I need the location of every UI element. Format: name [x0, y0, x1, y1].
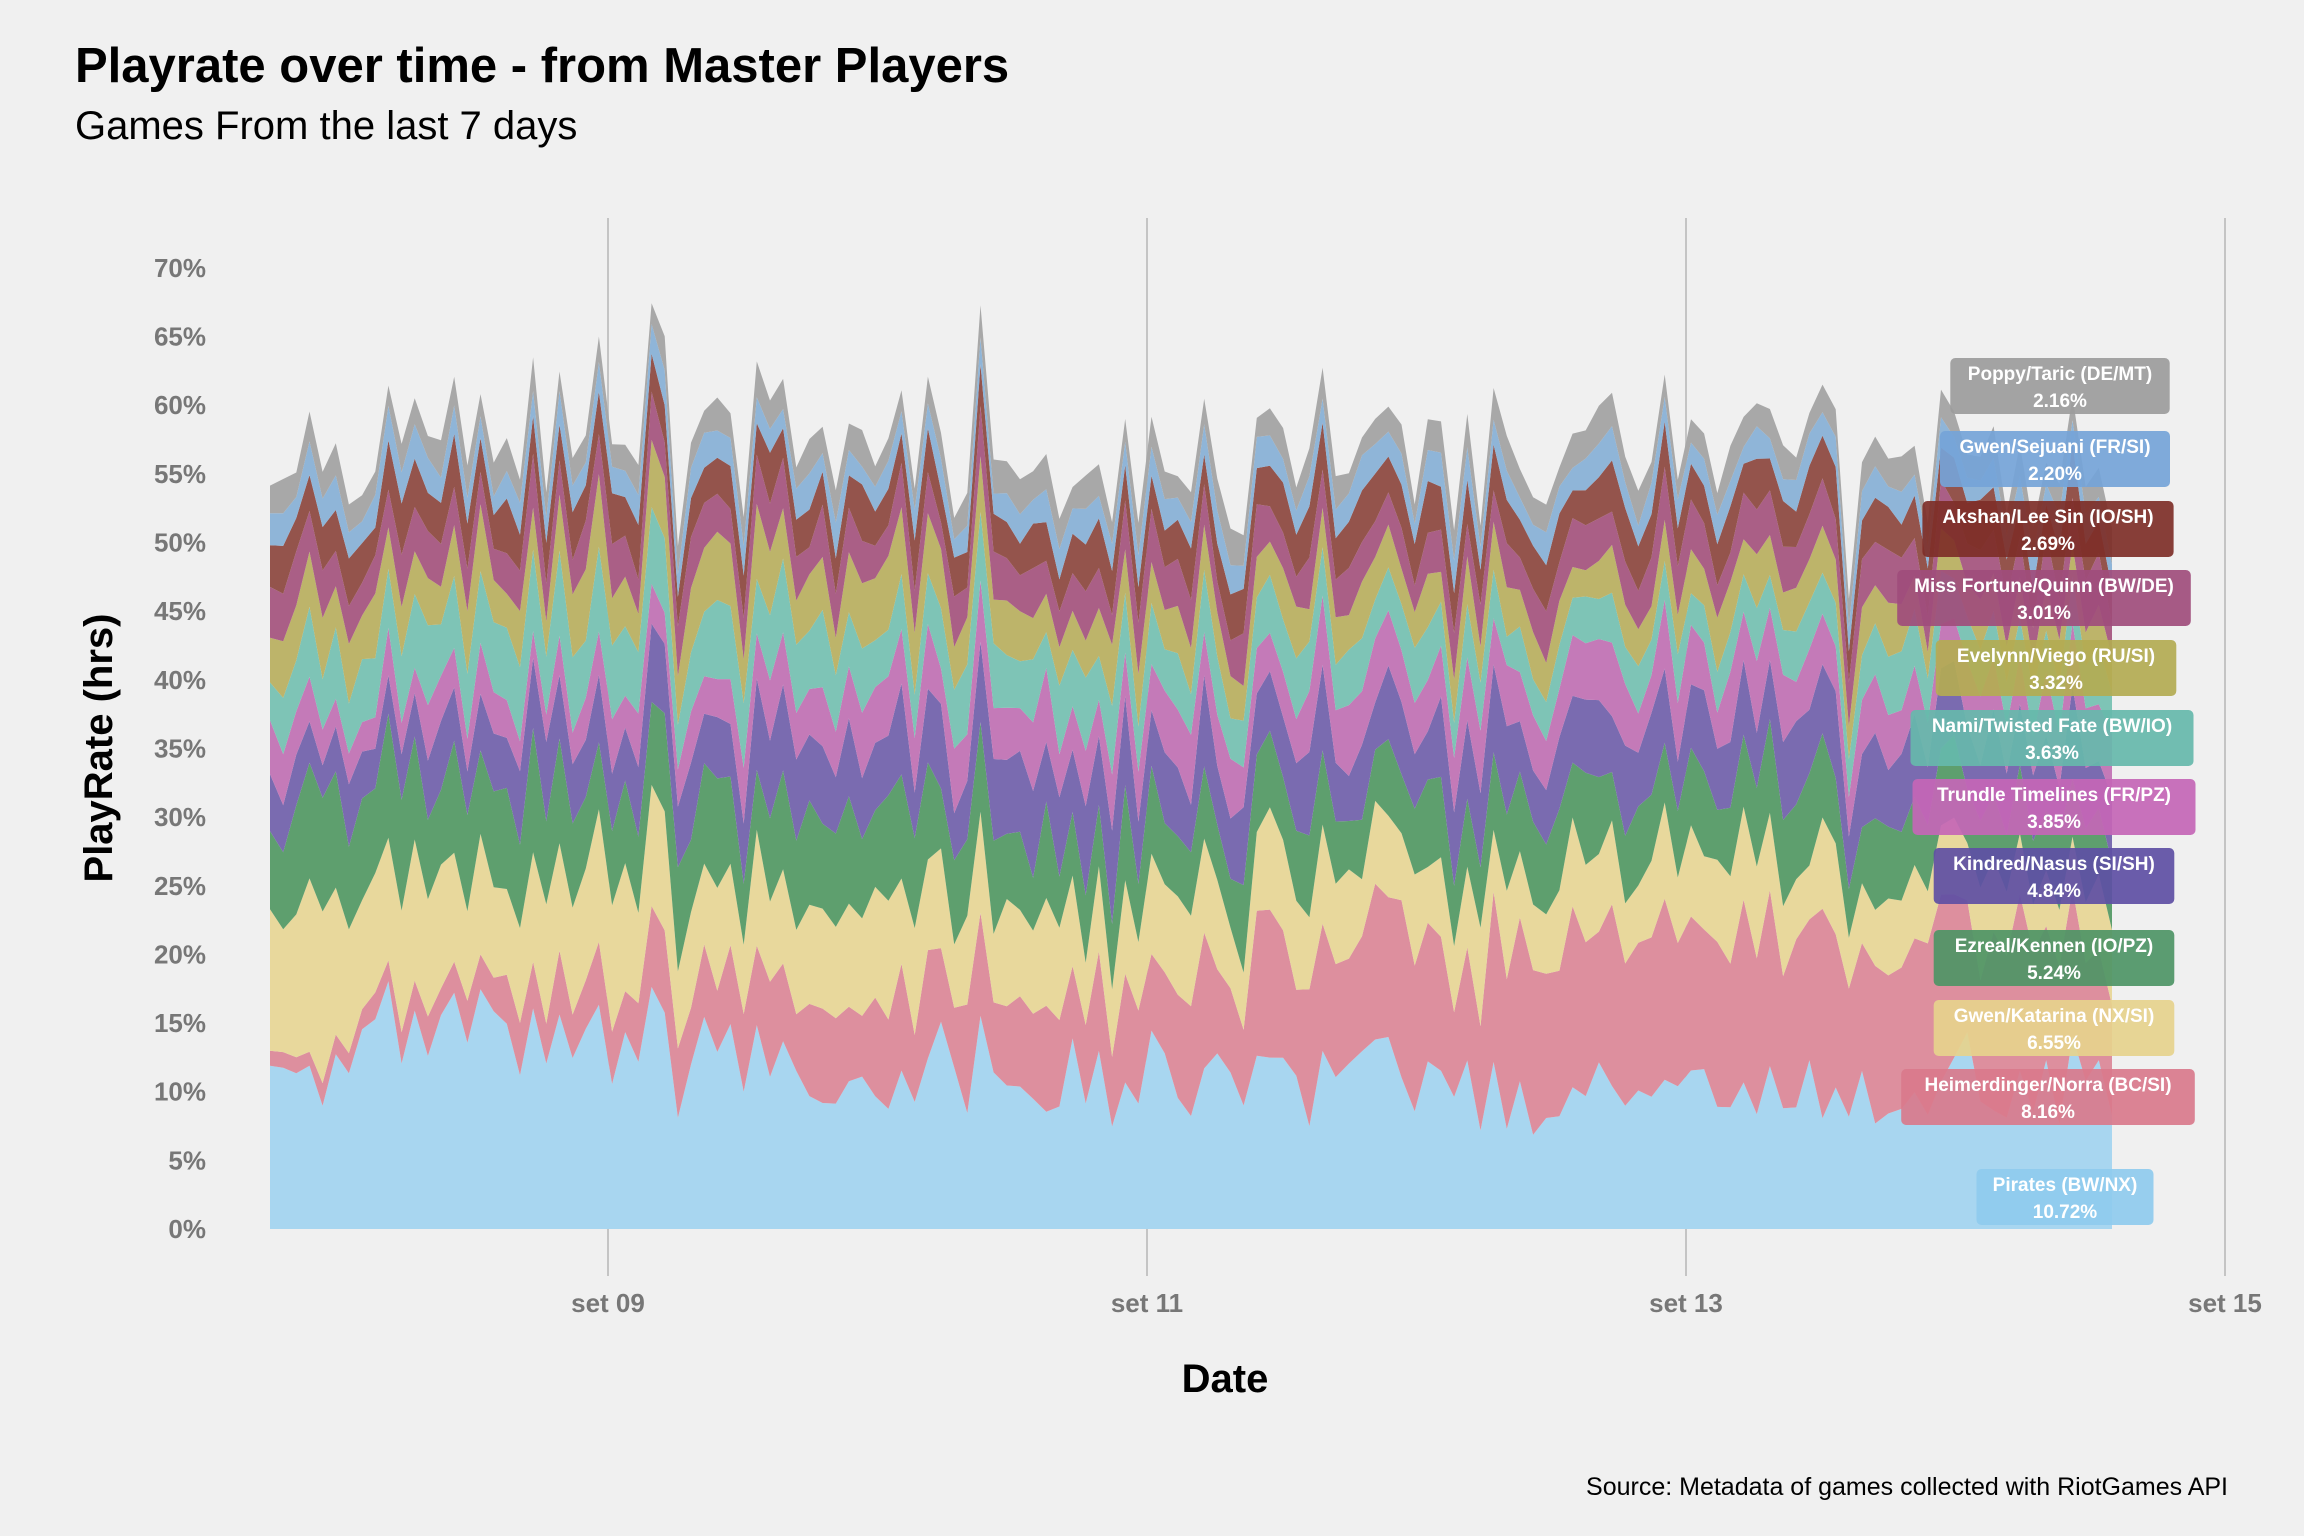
series-label-box: [1950, 358, 2170, 414]
chart-subtitle: Games From the last 7 days: [75, 104, 577, 148]
y-tick-label: 10%: [154, 1077, 206, 1107]
series-label-name: Miss Fortune/Quinn (BW/DE): [1914, 576, 2174, 597]
series-label-value: 10.72%: [2033, 1202, 2098, 1223]
series-label-box: [1935, 640, 2177, 696]
y-tick-label: 70%: [154, 253, 206, 283]
area-2: [270, 883, 2112, 1135]
series-label-value: 6.55%: [2027, 1033, 2081, 1054]
y-tick-label: 45%: [154, 596, 206, 626]
area-6: [270, 580, 2112, 837]
series-label: Pirates (BW/NX) 10.72%: [1976, 1169, 2154, 1225]
y-tick-label: 50%: [154, 528, 206, 558]
y-tick-label: 20%: [154, 939, 206, 969]
series-label-name: Akshan/Lee Sin (IO/SH): [1942, 507, 2153, 528]
series-label-box: [1922, 501, 2174, 557]
series-label-name: Gwen/Katarina (NX/SI): [1954, 1006, 2155, 1027]
y-tick-label: 0%: [168, 1214, 206, 1244]
y-tick-label: 30%: [154, 802, 206, 832]
series-label-value: 3.32%: [2029, 673, 2083, 694]
series-label: Akshan/Lee Sin (IO/SH) 2.69%: [1922, 501, 2174, 557]
y-tick-label: 15%: [154, 1008, 206, 1038]
series-label-name: Gwen/Sejuani (FR/SI): [1959, 437, 2150, 458]
series-label-value: 4.84%: [2027, 881, 2081, 902]
y-tick-label: 5%: [168, 1145, 206, 1175]
series-label-name: Kindred/Nasus (SI/SH): [1953, 854, 2155, 875]
area-5: [270, 623, 2112, 924]
series-label-name: Ezreal/Kennen (IO/PZ): [1955, 936, 2153, 957]
series-label-name: Evelynn/Viego (RU/SI): [1957, 646, 2155, 667]
series-label-value: 3.85%: [2027, 812, 2081, 833]
x-axis-label: Date: [1182, 1357, 1269, 1401]
y-axis-label: PlayRate (hrs): [77, 614, 121, 883]
y-tick-label: 55%: [154, 459, 206, 489]
series-label-value: 3.01%: [2017, 603, 2071, 624]
y-tick-label: 65%: [154, 322, 206, 352]
y-tick-label: 35%: [154, 734, 206, 764]
series-label-name: Poppy/Taric (DE/MT): [1968, 364, 2152, 385]
y-tick-label: 25%: [154, 871, 206, 901]
y-axis-ticks: 0% 5% 10% 15% 20% 25% 30% 35% 40% 45% 50% 55% 60% 65%…: [154, 253, 206, 1244]
series-label-value: 8.16%: [2021, 1102, 2075, 1123]
series-label-name: Heimerdinger/Norra (BC/SI): [1924, 1075, 2171, 1096]
series-label-value: 2.20%: [2028, 464, 2082, 485]
series-label-value: 3.63%: [2025, 743, 2079, 764]
series-label-name: Pirates (BW/NX): [1993, 1175, 2138, 1196]
series-label-box: [1940, 431, 2170, 487]
x-axis-ticks: set 09 set 11 set 13 set 15: [571, 1288, 2262, 1318]
x-tick-label: set 09: [571, 1288, 645, 1318]
series-label: Miss Fortune/Quinn (BW/DE) 3.01%: [1897, 570, 2191, 626]
x-tick-label: set 15: [2188, 1288, 2262, 1318]
series-label: Nami/Twisted Fate (BW/IO) 3.63%: [1910, 710, 2194, 766]
series-label-box: [1897, 570, 2191, 626]
area-12: [270, 303, 2112, 628]
series-label: Heimerdinger/Norra (BC/SI) 8.16%: [1901, 1069, 2195, 1125]
series-label: Evelynn/Viego (RU/SI) 3.32%: [1935, 640, 2177, 696]
series-label-name: Trundle Timelines (FR/PZ): [1937, 785, 2171, 806]
stacked-areas: [270, 303, 2112, 1229]
series-label-box: [1976, 1169, 2154, 1225]
x-tick-label: set 13: [1649, 1288, 1723, 1318]
series-label: Gwen/Katarina (NX/SI) 6.55%: [1933, 1000, 2175, 1056]
y-tick-label: 60%: [154, 390, 206, 420]
series-label-box: [1933, 848, 2175, 904]
series-label-value: 2.69%: [2021, 534, 2075, 555]
series-label: Poppy/Taric (DE/MT) 2.16%: [1950, 358, 2170, 414]
series-label-value: 5.24%: [2027, 963, 2081, 984]
series-label: Ezreal/Kennen (IO/PZ) 5.24%: [1933, 930, 2175, 986]
series-label-box: [1901, 1069, 2195, 1125]
area-4: [270, 701, 2112, 990]
series-label-box: [1933, 1000, 2175, 1056]
area-3: [270, 784, 2112, 1084]
series-label-value: 2.16%: [2033, 391, 2087, 412]
y-tick-label: 40%: [154, 665, 206, 695]
x-tick-label: set 11: [1111, 1288, 1183, 1318]
chart-title: Playrate over time - from Master Players: [75, 39, 1009, 93]
series-label: Kindred/Nasus (SI/SH) 4.84%: [1933, 848, 2175, 904]
series-label: Gwen/Sejuani (FR/SI) 2.20%: [1940, 431, 2170, 487]
series-label-box: [1912, 779, 2196, 835]
series-label-box: [1910, 710, 2194, 766]
area-1: [270, 981, 2112, 1229]
chart-caption: Source: Metadata of games collected with…: [1586, 1473, 2228, 1501]
series-label-name: Nami/Twisted Fate (BW/IO): [1932, 716, 2172, 737]
series-labels: Pirates (BW/NX) 10.72% Heimerdinger/Norra …: [1897, 358, 2196, 1225]
series-label: Trundle Timelines (FR/PZ) 3.85%: [1912, 779, 2196, 835]
series-label-box: [1933, 930, 2175, 986]
